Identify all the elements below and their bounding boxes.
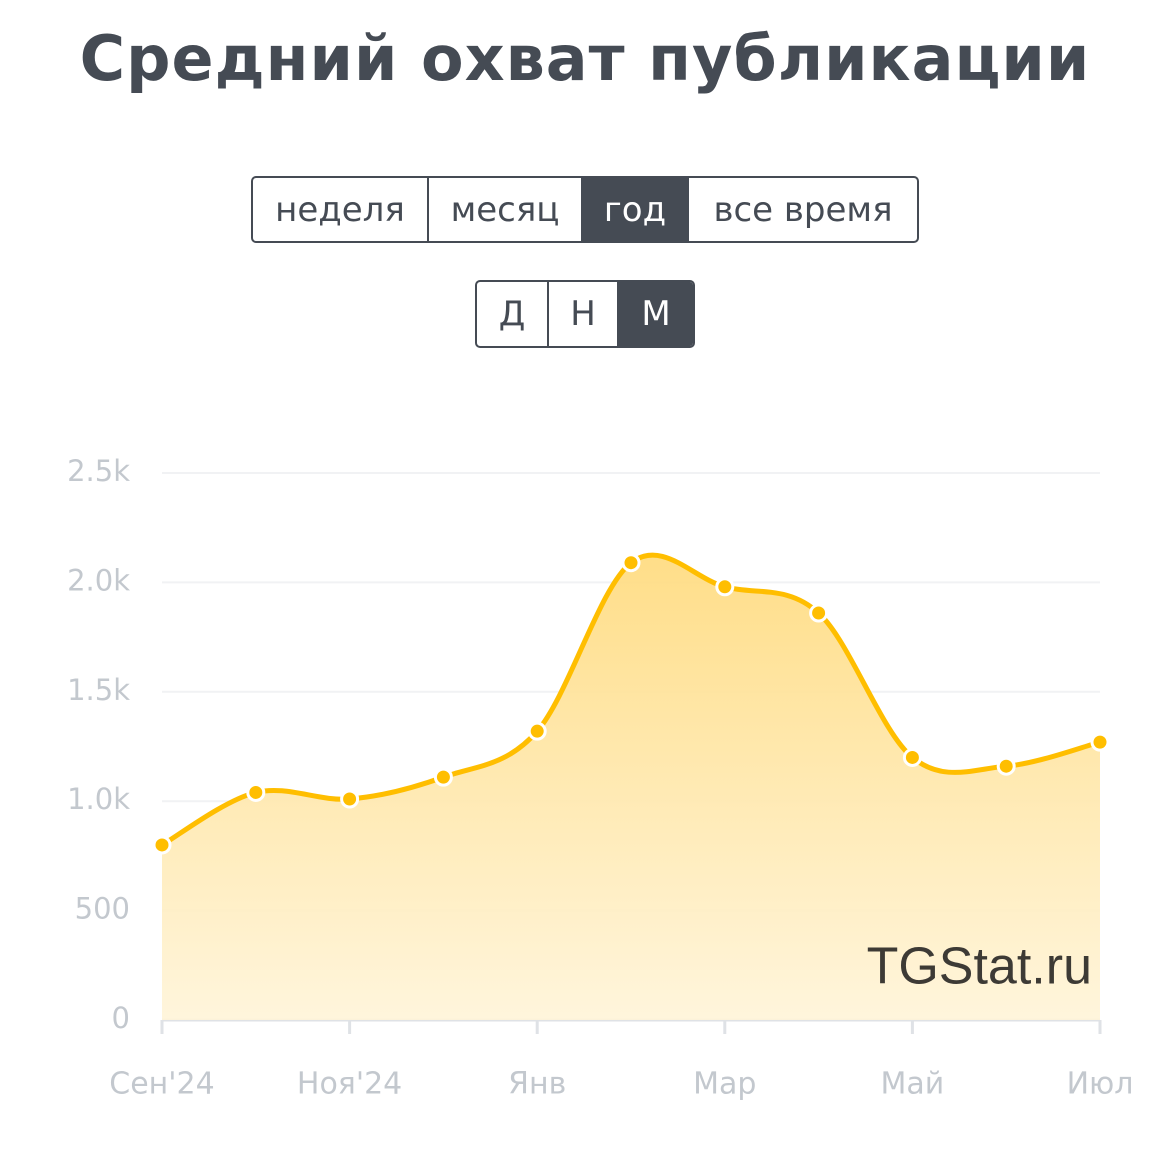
y-tick-label: 2.5k xyxy=(67,454,130,488)
point xyxy=(340,789,360,809)
x-tick-label: Сен'24 xyxy=(109,1067,214,1102)
period-selector: неделя месяц год все время xyxy=(251,176,919,243)
area-fill xyxy=(162,555,1100,1020)
page-title: Средний охват публикации xyxy=(79,22,1091,95)
granularity-button[interactable]: М xyxy=(619,282,693,346)
period-button[interactable]: неделя xyxy=(253,178,429,241)
y-tick-label: 1.5k xyxy=(67,673,130,707)
y-tick-label: 0 xyxy=(112,1001,130,1035)
point xyxy=(152,835,172,855)
point xyxy=(809,603,829,623)
y-tick-label: 1.0k xyxy=(67,782,130,816)
watermark: TGStat.ru xyxy=(867,938,1092,996)
granularity-button[interactable]: Н xyxy=(549,282,619,346)
x-tick-label: Май xyxy=(881,1067,945,1102)
granularity-button[interactable]: Д xyxy=(477,282,549,346)
x-tick-label: Янв xyxy=(508,1067,566,1102)
point xyxy=(621,553,641,573)
y-tick-label: 2.0k xyxy=(67,563,130,597)
period-button[interactable]: месяц xyxy=(429,178,583,241)
x-tick-label: Мар xyxy=(693,1067,756,1102)
point xyxy=(1090,732,1110,752)
point xyxy=(246,782,266,802)
period-button[interactable]: год xyxy=(583,178,689,241)
x-tick-label: Ноя'24 xyxy=(297,1067,402,1102)
period-button[interactable]: все время xyxy=(713,189,893,230)
y-tick-label: 500 xyxy=(75,892,130,926)
point xyxy=(715,577,735,597)
x-tick-label: Июл xyxy=(1067,1067,1134,1102)
point xyxy=(527,721,547,741)
point xyxy=(433,767,453,787)
point xyxy=(996,756,1016,776)
point xyxy=(902,747,922,767)
